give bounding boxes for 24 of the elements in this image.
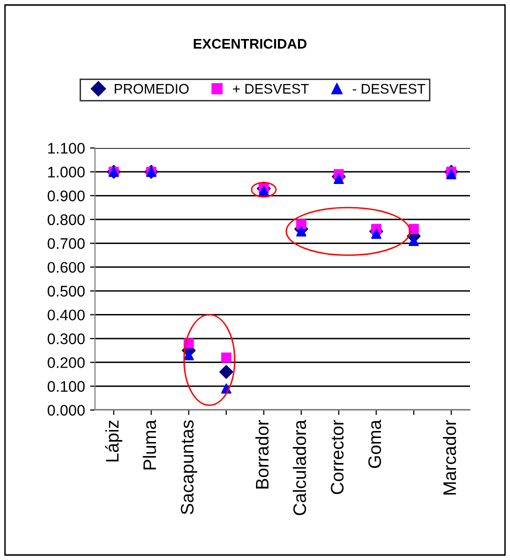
y-tick-label: 1.000 [48,166,85,178]
x-tick-label: Pluma [142,420,156,470]
x-tick-label: Goma [368,420,382,468]
x-tick-label: Calculadora [292,420,306,516]
x-tick-label: Marcador [442,420,456,494]
y-tick-label: 0.600 [48,262,85,273]
x-tick-label: Sacapuntas [180,420,198,514]
legend-label: + DESVEST [233,84,309,94]
y-tick-label: 0.100 [48,381,85,392]
x-tick-label: Corrector [330,420,344,494]
legend-label: - DESVEST [352,84,426,94]
y-tick-label: 0.200 [48,357,85,368]
y-tick-label: 0.700 [48,238,85,249]
chart-title: EXCENTRICIDAD [194,38,307,49]
y-tick-label: 0.400 [48,310,85,320]
y-tick-label: 0.800 [48,214,85,226]
y-tick-label: 0.500 [48,286,85,297]
y-tick-label: 1.100 [48,142,85,154]
x-tick-label: Borrador [255,420,269,488]
y-tick-label: 0.900 [48,190,85,202]
x-tick-label: Lápiz [105,420,122,462]
legend-label: PROMEDIO [114,84,189,94]
y-tick-label: 0.000 [48,404,85,416]
y-tick-label: 0.300 [48,333,85,344]
